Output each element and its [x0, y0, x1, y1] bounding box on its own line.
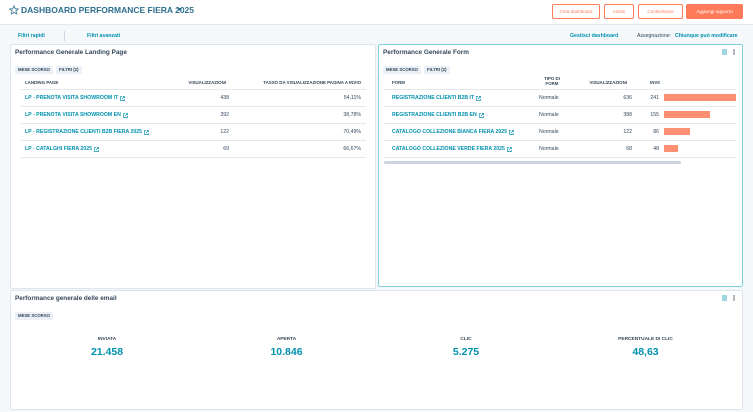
- column-header: LANDING PAGE: [25, 80, 59, 85]
- card-title: Performance Generale Landing Page: [15, 49, 127, 56]
- kpi-value: 5.275: [452, 346, 480, 358]
- submissions-cell: 48: [653, 146, 659, 152]
- column-header[interactable]: VISUALIZZAZIONI: [589, 80, 627, 85]
- row-rule: [21, 123, 366, 124]
- external-link-icon[interactable]: [120, 95, 126, 101]
- kpi-label: APERTA: [276, 337, 297, 342]
- filter-tag[interactable]: MESE SCORSO: [15, 65, 53, 74]
- views-cell: 388: [623, 112, 632, 118]
- views-cell: 438: [220, 95, 229, 101]
- divider: [64, 31, 65, 41]
- assignment-label: Assegnazione:: [637, 33, 672, 39]
- kpi-label: CLIC: [460, 337, 472, 342]
- create-button[interactable]: Crea dashboard: [552, 4, 600, 19]
- type-cell: Normale: [539, 95, 559, 101]
- submissions-bar: [664, 94, 736, 101]
- column-header[interactable]: INVII: [650, 80, 660, 85]
- row-rule: [384, 123, 736, 124]
- rate-cell: 66,67%: [343, 146, 361, 152]
- submissions-bar: [664, 111, 711, 118]
- submissions-bar: [664, 145, 679, 152]
- row-rule: [21, 157, 366, 158]
- external-link-icon[interactable]: [509, 129, 514, 135]
- external-link-icon[interactable]: [144, 129, 149, 135]
- form-link[interactable]: CATALOGO COLLEZIONE BIANCA FIERA 2025: [392, 129, 507, 135]
- header-rule: [384, 89, 736, 90]
- manage-dashboard[interactable]: Gestisci dashboard: [570, 33, 619, 39]
- external-link-icon[interactable]: [94, 146, 99, 152]
- card-menu[interactable]: [721, 295, 737, 301]
- views-cell: 69: [223, 146, 229, 152]
- views-cell: 636: [623, 95, 632, 101]
- views-cell: 392: [220, 112, 229, 118]
- scrollbar[interactable]: [384, 161, 681, 164]
- external-link-icon[interactable]: [476, 95, 481, 101]
- kpi-value: 48,63: [632, 346, 659, 358]
- landing-card: Performance Generale Landing Page MESE S…: [10, 44, 376, 289]
- favorite-star[interactable]: [9, 5, 19, 15]
- tags: MESE SCORSO FILTRI (2): [383, 58, 453, 76]
- card-title: Performance Generale Form: [383, 49, 469, 56]
- landing-page-link[interactable]: LP - PRENOTA VISITA SHOWROOM IT: [25, 95, 119, 101]
- external-link-icon[interactable]: [507, 146, 512, 152]
- row-rule: [384, 157, 736, 158]
- email-card: Performance generale delle email MESE SC…: [10, 290, 743, 410]
- card-title: Performance generale delle email: [15, 295, 117, 302]
- submissions-cell: 241: [650, 95, 659, 101]
- views-cell: 122: [623, 129, 632, 135]
- actions-button[interactable]: Azioni: [604, 4, 634, 19]
- rate-cell: 38,78%: [343, 112, 361, 118]
- landing-page-link[interactable]: LP - REGISTRAZIONE CLIENTI B2B FIERA 202…: [25, 129, 143, 135]
- filter-tag[interactable]: FILTRI (2): [56, 65, 82, 74]
- rate-cell: 54,11%: [343, 95, 361, 101]
- type-cell: Normale: [539, 129, 559, 135]
- row-rule: [384, 106, 736, 107]
- external-link-icon[interactable]: [123, 112, 128, 118]
- top-bar: DASHBOARD PERFORMANCE FIERA 2025 Crea da…: [0, 0, 753, 25]
- quick-filters[interactable]: Filtri rapidi: [18, 33, 45, 39]
- row-rule: [384, 140, 736, 141]
- header-rule: [21, 89, 366, 90]
- filter-tag[interactable]: MESE SCORSO: [15, 311, 53, 320]
- add-report-button[interactable]: Aggiungi rapporto: [686, 4, 743, 19]
- submissions-bar: [664, 128, 690, 135]
- column-header[interactable]: TASSO DA VISUALIZZAZIONE PAGINA A INVIO: [263, 80, 361, 85]
- external-link-icon[interactable]: [478, 112, 484, 118]
- kpi-value: 10.846: [270, 346, 303, 358]
- share-button[interactable]: Condivisione: [638, 4, 683, 19]
- row-rule: [21, 106, 366, 107]
- column-header[interactable]: VISUALIZZAZIONI: [188, 80, 226, 85]
- assignment-value[interactable]: Chiunque può modificare: [675, 33, 738, 39]
- kpi-value: 21.458: [90, 346, 124, 358]
- type-cell: Normale: [539, 146, 559, 152]
- filter-tag[interactable]: MESE SCORSO: [383, 65, 421, 74]
- form-link[interactable]: REGISTRAZIONE CLIENTI B2B IT: [392, 95, 475, 101]
- landing-page-link[interactable]: LP - CATALGHI FIERA 2025: [25, 146, 92, 152]
- views-cell: 122: [220, 129, 229, 135]
- type-cell: Normale: [539, 112, 559, 118]
- submissions-cell: 86: [653, 129, 659, 135]
- kpi-label: PERCENTUALE DI CLIC: [618, 337, 673, 342]
- column-header: FORM: [392, 80, 405, 85]
- submissions-cell: 155: [650, 112, 659, 118]
- form-link[interactable]: REGISTRAZIONE CLIENTI B2B EN: [392, 112, 477, 118]
- form-link[interactable]: CATALOGO COLLEZIONE VERDE FIERA 2025: [392, 146, 505, 152]
- kpi-label: INVIATA: [97, 337, 117, 342]
- advanced-filters[interactable]: Filtri avanzati: [87, 33, 121, 39]
- views-cell: 68: [626, 146, 632, 152]
- row-rule: [21, 140, 366, 141]
- filter-tag[interactable]: FILTRI (2): [424, 65, 450, 74]
- tags: MESE SCORSO FILTRI (2): [15, 58, 85, 76]
- column-header[interactable]: TIPO DI FORM: [544, 76, 560, 86]
- tags: MESE SCORSO: [15, 304, 56, 322]
- dashboard-title[interactable]: DASHBOARD PERFORMANCE FIERA 2025: [21, 5, 195, 15]
- form-card: Performance Generale Form MESE SCORSO FIL…: [378, 44, 743, 287]
- title-caret[interactable]: [177, 8, 182, 12]
- card-menu[interactable]: [721, 49, 737, 55]
- landing-page-link[interactable]: LP - PRENOTA VISITA SHOWROOM EN: [25, 112, 121, 118]
- rate-cell: 70,49%: [343, 129, 361, 135]
